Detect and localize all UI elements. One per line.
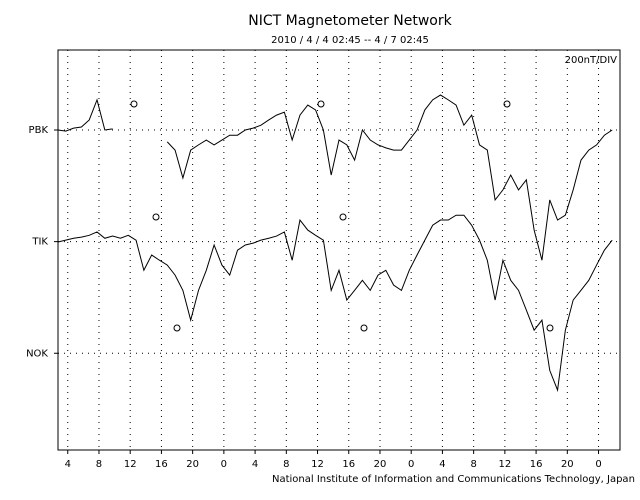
- x-tick-label: 8: [96, 459, 102, 470]
- plot-frame: [57, 49, 621, 451]
- x-tick-label: 20: [374, 459, 387, 470]
- x-tick-label: 16: [342, 459, 355, 470]
- x-tick-label: 0: [221, 459, 227, 470]
- x-tick-label: 20: [186, 459, 199, 470]
- trace: [57, 214, 613, 393]
- y-tick-label: TIK: [31, 237, 48, 248]
- credit: National Institute of Information and Co…: [272, 474, 635, 485]
- x-tick-label: 0: [595, 459, 601, 470]
- x-tick-label: 12: [311, 459, 324, 470]
- scale-label: 200nT/DIV: [565, 55, 618, 66]
- x-tick-label: 20: [561, 459, 574, 470]
- x-tick-label: 4: [252, 459, 258, 470]
- trace: [57, 94, 613, 261]
- x-tick-label: 4: [65, 459, 71, 470]
- x-tick-label: 16: [155, 459, 168, 470]
- x-tick-label: 4: [439, 459, 445, 470]
- x-tick-label: 8: [283, 459, 289, 470]
- x-tick-label: 16: [530, 459, 543, 470]
- x-tick-label: 12: [124, 459, 137, 470]
- x-tick-label: 8: [470, 459, 476, 470]
- chart-title: NICT Magnetometer Network: [248, 13, 452, 29]
- y-tick-label: NOK: [26, 348, 48, 359]
- noon-markers: [130, 100, 554, 332]
- chart-subtitle: 2010 / 4 / 4 02:45 -- 4 / 7 02:45: [271, 35, 429, 46]
- y-tick-label: PBK: [29, 125, 49, 136]
- x-tick-label: 12: [499, 459, 512, 470]
- x-tick-label: 0: [408, 459, 414, 470]
